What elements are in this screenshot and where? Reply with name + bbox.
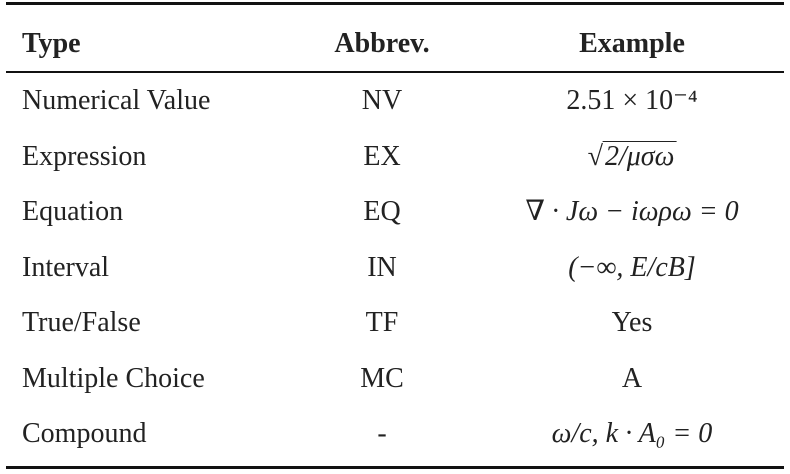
abbrev-cell: TF xyxy=(365,307,399,338)
example-cell: Yes xyxy=(611,307,653,338)
example-cell: ∇ · Jω − iωρω = 0 xyxy=(525,196,739,227)
abbrev-cell: MC xyxy=(360,362,404,394)
radical-sign: √ xyxy=(587,140,603,172)
header-cell: Type xyxy=(22,28,81,59)
abbrev-cell: EX xyxy=(363,140,401,172)
type-cell: True/False xyxy=(22,307,141,338)
header-cell: Example xyxy=(579,28,685,59)
example-cell: ω/c, k · A₀ = 0 xyxy=(551,418,713,449)
header-cell: Abbrev. xyxy=(334,28,430,59)
abbrev-cell: - xyxy=(377,418,387,449)
type-cell: Equation xyxy=(22,196,124,227)
type-cell: Numerical Value xyxy=(22,85,211,116)
top-rule xyxy=(6,2,784,5)
example-cell: 2.51 × 10⁻⁴ xyxy=(566,85,698,116)
radicand: 2/μσω xyxy=(602,140,677,172)
example-cell: (−∞, E/cB] xyxy=(568,251,696,283)
example-cell: A xyxy=(621,362,643,394)
type-cell: Multiple Choice xyxy=(22,362,205,394)
abbrev-cell: IN xyxy=(367,251,397,283)
example-cell: √2/μσω xyxy=(588,140,677,174)
bottom-rule xyxy=(6,466,784,469)
type-cell: Interval xyxy=(22,251,110,283)
type-cell: Expression xyxy=(22,140,147,172)
abbrev-cell: NV xyxy=(361,85,403,116)
type-cell: Compound xyxy=(22,418,147,449)
abbrev-cell: EQ xyxy=(363,196,401,227)
header-rule xyxy=(6,71,784,73)
